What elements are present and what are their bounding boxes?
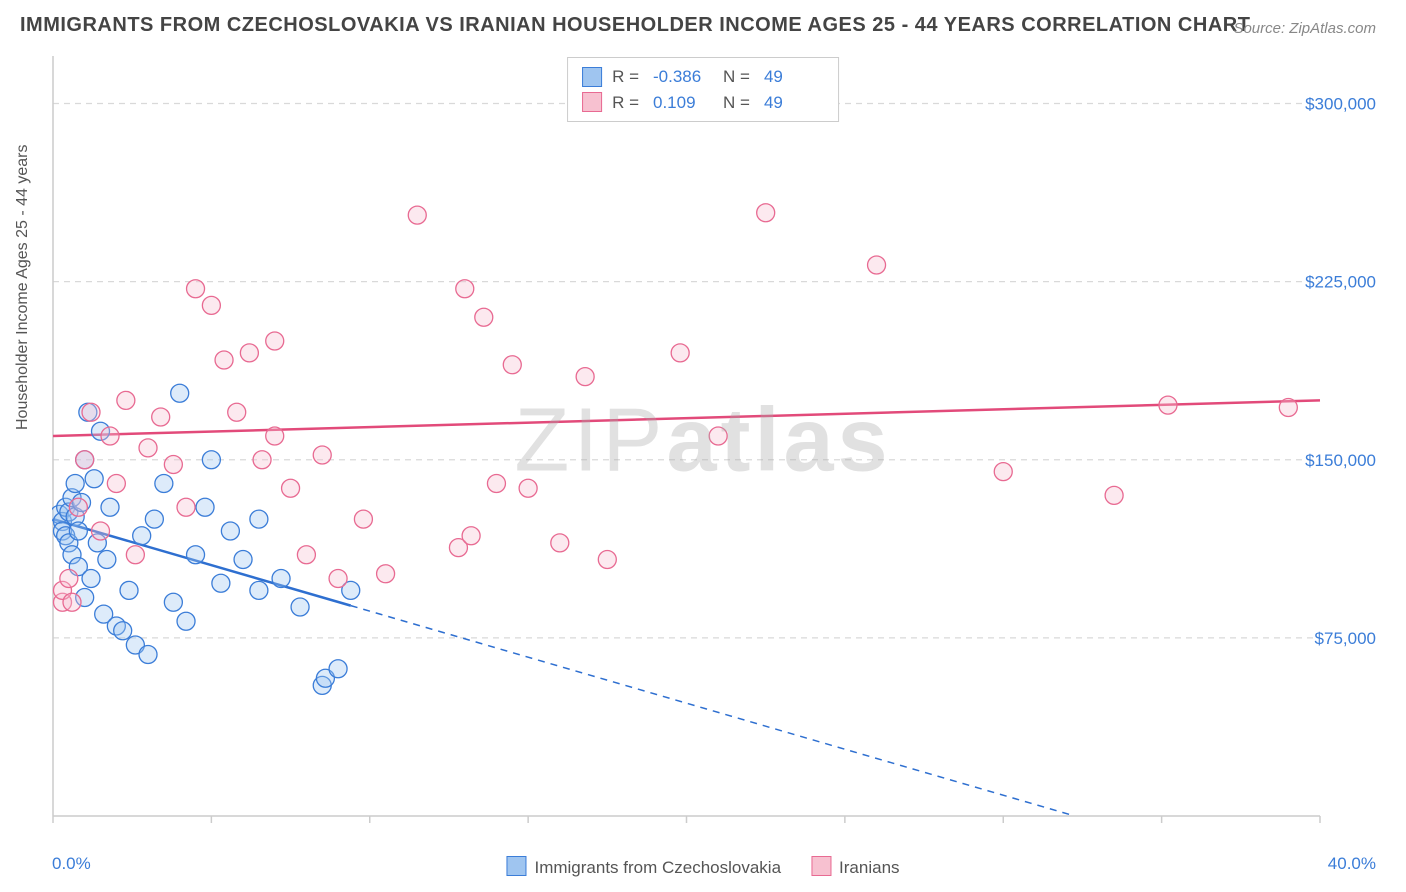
legend-r-value: -0.386	[653, 64, 713, 90]
legend-row: R = -0.386 N = 49	[582, 64, 824, 90]
x-axis-max-label: 40.0%	[1328, 854, 1376, 874]
legend-n-value: 49	[764, 64, 824, 90]
legend-n-value: 49	[764, 90, 824, 116]
legend-r-label: R =	[612, 90, 639, 116]
source-label: Source: ZipAtlas.com	[1233, 20, 1376, 37]
correlation-legend: R = -0.386 N = 49 R = 0.109 N = 49	[567, 57, 839, 122]
svg-text:$300,000: $300,000	[1305, 95, 1376, 114]
series-legend: Immigrants from Czechoslovakia Iranians	[506, 856, 899, 878]
legend-swatch	[506, 856, 526, 876]
svg-text:$150,000: $150,000	[1305, 451, 1376, 470]
legend-n-label: N =	[723, 90, 750, 116]
legend-n-label: N =	[723, 64, 750, 90]
svg-text:$75,000: $75,000	[1315, 629, 1376, 648]
legend-swatch	[582, 67, 602, 87]
legend-label: Immigrants from Czechoslovakia	[534, 858, 781, 877]
legend-row: R = 0.109 N = 49	[582, 90, 824, 116]
legend-r-label: R =	[612, 64, 639, 90]
scatter-plot: $75,000 $150,000 $225,000 $300,000	[52, 56, 1382, 826]
chart-title: IMMIGRANTS FROM CZECHOSLOVAKIA VS IRANIA…	[20, 14, 1250, 37]
legend-swatch	[811, 856, 831, 876]
legend-item: Immigrants from Czechoslovakia	[506, 856, 781, 878]
legend-swatch	[582, 92, 602, 112]
x-axis-min-label: 0.0%	[52, 854, 91, 874]
svg-text:$225,000: $225,000	[1305, 273, 1376, 292]
y-axis-label: Householder Income Ages 25 - 44 years	[14, 145, 32, 431]
legend-item: Iranians	[811, 856, 899, 878]
legend-label: Iranians	[839, 858, 899, 877]
legend-r-value: 0.109	[653, 90, 713, 116]
